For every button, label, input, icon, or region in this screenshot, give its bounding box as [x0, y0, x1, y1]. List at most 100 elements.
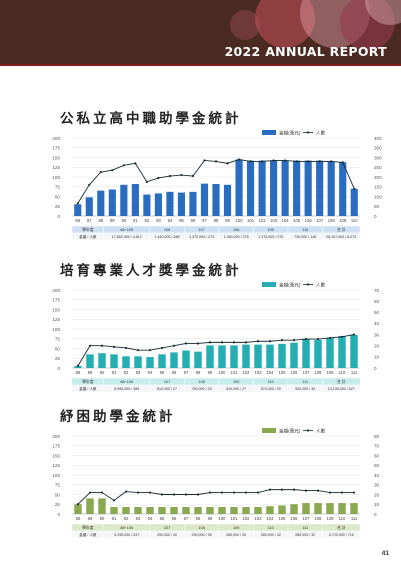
bar-110	[338, 503, 346, 514]
bar-88	[74, 366, 82, 368]
x-tick-label: 100	[236, 218, 244, 223]
x-tick-label: 102	[259, 218, 267, 223]
bar-94	[146, 506, 154, 514]
x-tick-label: 93	[136, 370, 141, 375]
x-tick-label: 103	[255, 516, 263, 521]
bar-87	[85, 197, 93, 216]
bar-98	[194, 506, 202, 514]
bar-106	[290, 504, 298, 514]
table-value-label: 285,000 / 32	[295, 533, 315, 537]
line-point-99	[208, 491, 212, 494]
bar-95	[158, 354, 166, 368]
line-point-86	[76, 202, 79, 205]
chart-2-title: 培育專業人才獎學金統計	[60, 263, 242, 279]
bar-92	[122, 356, 130, 368]
bar-95	[177, 192, 186, 216]
y-left-tick-label: 200	[52, 288, 60, 293]
line-point-104	[268, 340, 272, 343]
bar-97	[182, 506, 190, 514]
bar-96	[170, 352, 178, 368]
x-tick-label: 108	[315, 370, 323, 375]
bar-100	[218, 506, 226, 514]
page-number: 41	[381, 550, 389, 557]
line-point-90	[122, 164, 125, 167]
x-tick-label: 98	[214, 218, 219, 223]
x-tick-label: 106	[291, 516, 299, 521]
legend-swatch-bar	[262, 282, 276, 287]
x-tick-label: 94	[148, 516, 153, 521]
bar-98	[194, 351, 202, 368]
bar-101	[246, 160, 255, 216]
y-left-tick-label: 175	[52, 146, 60, 151]
y-right-tick-label: 50	[374, 310, 380, 315]
legend-label-line: 人數	[316, 129, 326, 136]
x-tick-label: 107	[316, 218, 324, 223]
y-right-tick-label: 10	[374, 502, 380, 507]
table-header-label: 109	[233, 526, 239, 530]
x-tick-label: 109	[327, 516, 335, 521]
table-header-label: 110	[268, 380, 274, 384]
line-point-102	[244, 491, 248, 494]
table-header-label: 107	[164, 526, 170, 530]
bar-101	[230, 506, 238, 514]
x-tick-label: 97	[202, 218, 207, 223]
table-value-label: 4,295,000 / 537	[114, 533, 139, 537]
y-right-tick-label: 250	[374, 165, 382, 170]
y-right-tick-label: 30	[374, 483, 380, 488]
bar-110	[350, 188, 358, 216]
line-point-106	[292, 339, 296, 342]
line-point-92	[124, 490, 128, 493]
line-point-107	[304, 489, 308, 492]
line-point-91	[112, 345, 116, 348]
line-point-98	[214, 160, 218, 163]
legend-label-line: 人數	[316, 281, 326, 288]
bar-103	[254, 506, 262, 514]
bar-86	[74, 204, 82, 216]
bar-108	[327, 161, 335, 216]
legend-label-bar: 金額(萬元)	[279, 281, 301, 288]
x-tick-label: 89	[88, 370, 93, 375]
bar-93	[134, 356, 142, 368]
table-value-label: 280,000 / 35	[226, 533, 246, 537]
table-value-label: 1,370,000 / 274	[189, 235, 214, 239]
y-left-tick-label: 50	[55, 194, 61, 199]
bar-100	[218, 345, 226, 368]
y-right-tick-label: 300	[374, 155, 382, 160]
table-header-label: 88~106	[120, 526, 133, 530]
bar-111	[350, 503, 358, 514]
legend-label-line: 人數	[316, 427, 326, 434]
y-left-tick-label: 25	[55, 502, 61, 507]
line-point-91	[134, 162, 137, 165]
bar-99	[223, 184, 232, 216]
line-point-103	[256, 491, 260, 494]
line-point-99	[226, 162, 229, 165]
bar-107	[302, 338, 310, 368]
line-point-105	[295, 160, 298, 163]
line-point-95	[180, 173, 183, 177]
bar-106	[304, 160, 312, 216]
x-tick-label: 111	[351, 516, 358, 521]
line-point-94	[148, 491, 152, 494]
legend-swatch-bar	[262, 130, 276, 135]
bar-97	[182, 350, 190, 368]
y-left-tick-label: 200	[52, 434, 60, 439]
x-tick-label: 89	[110, 218, 115, 223]
line-point-98	[196, 493, 200, 496]
x-tick-label: 86	[75, 218, 80, 223]
line-point-93	[136, 349, 140, 352]
line-point-100	[220, 491, 224, 494]
x-tick-label: 103	[255, 370, 263, 375]
line-point-109	[341, 161, 344, 164]
chart-1-svg: 0 25 50 75 100 125 150 175 200 0 50 100 150 200 250 300…	[52, 129, 382, 241]
y-right-tick-label: 60	[374, 299, 380, 304]
bar-109	[326, 337, 334, 368]
table-value-label: 1,375,000 / 275	[258, 235, 283, 239]
bar-92	[143, 194, 151, 216]
bar-107	[302, 503, 310, 514]
table-value-label: 金額 / 人數	[79, 532, 97, 537]
bar-105	[293, 160, 301, 216]
bar-105	[278, 505, 286, 514]
y-right-tick-label: 50	[374, 204, 380, 209]
x-tick-label: 95	[160, 370, 165, 375]
